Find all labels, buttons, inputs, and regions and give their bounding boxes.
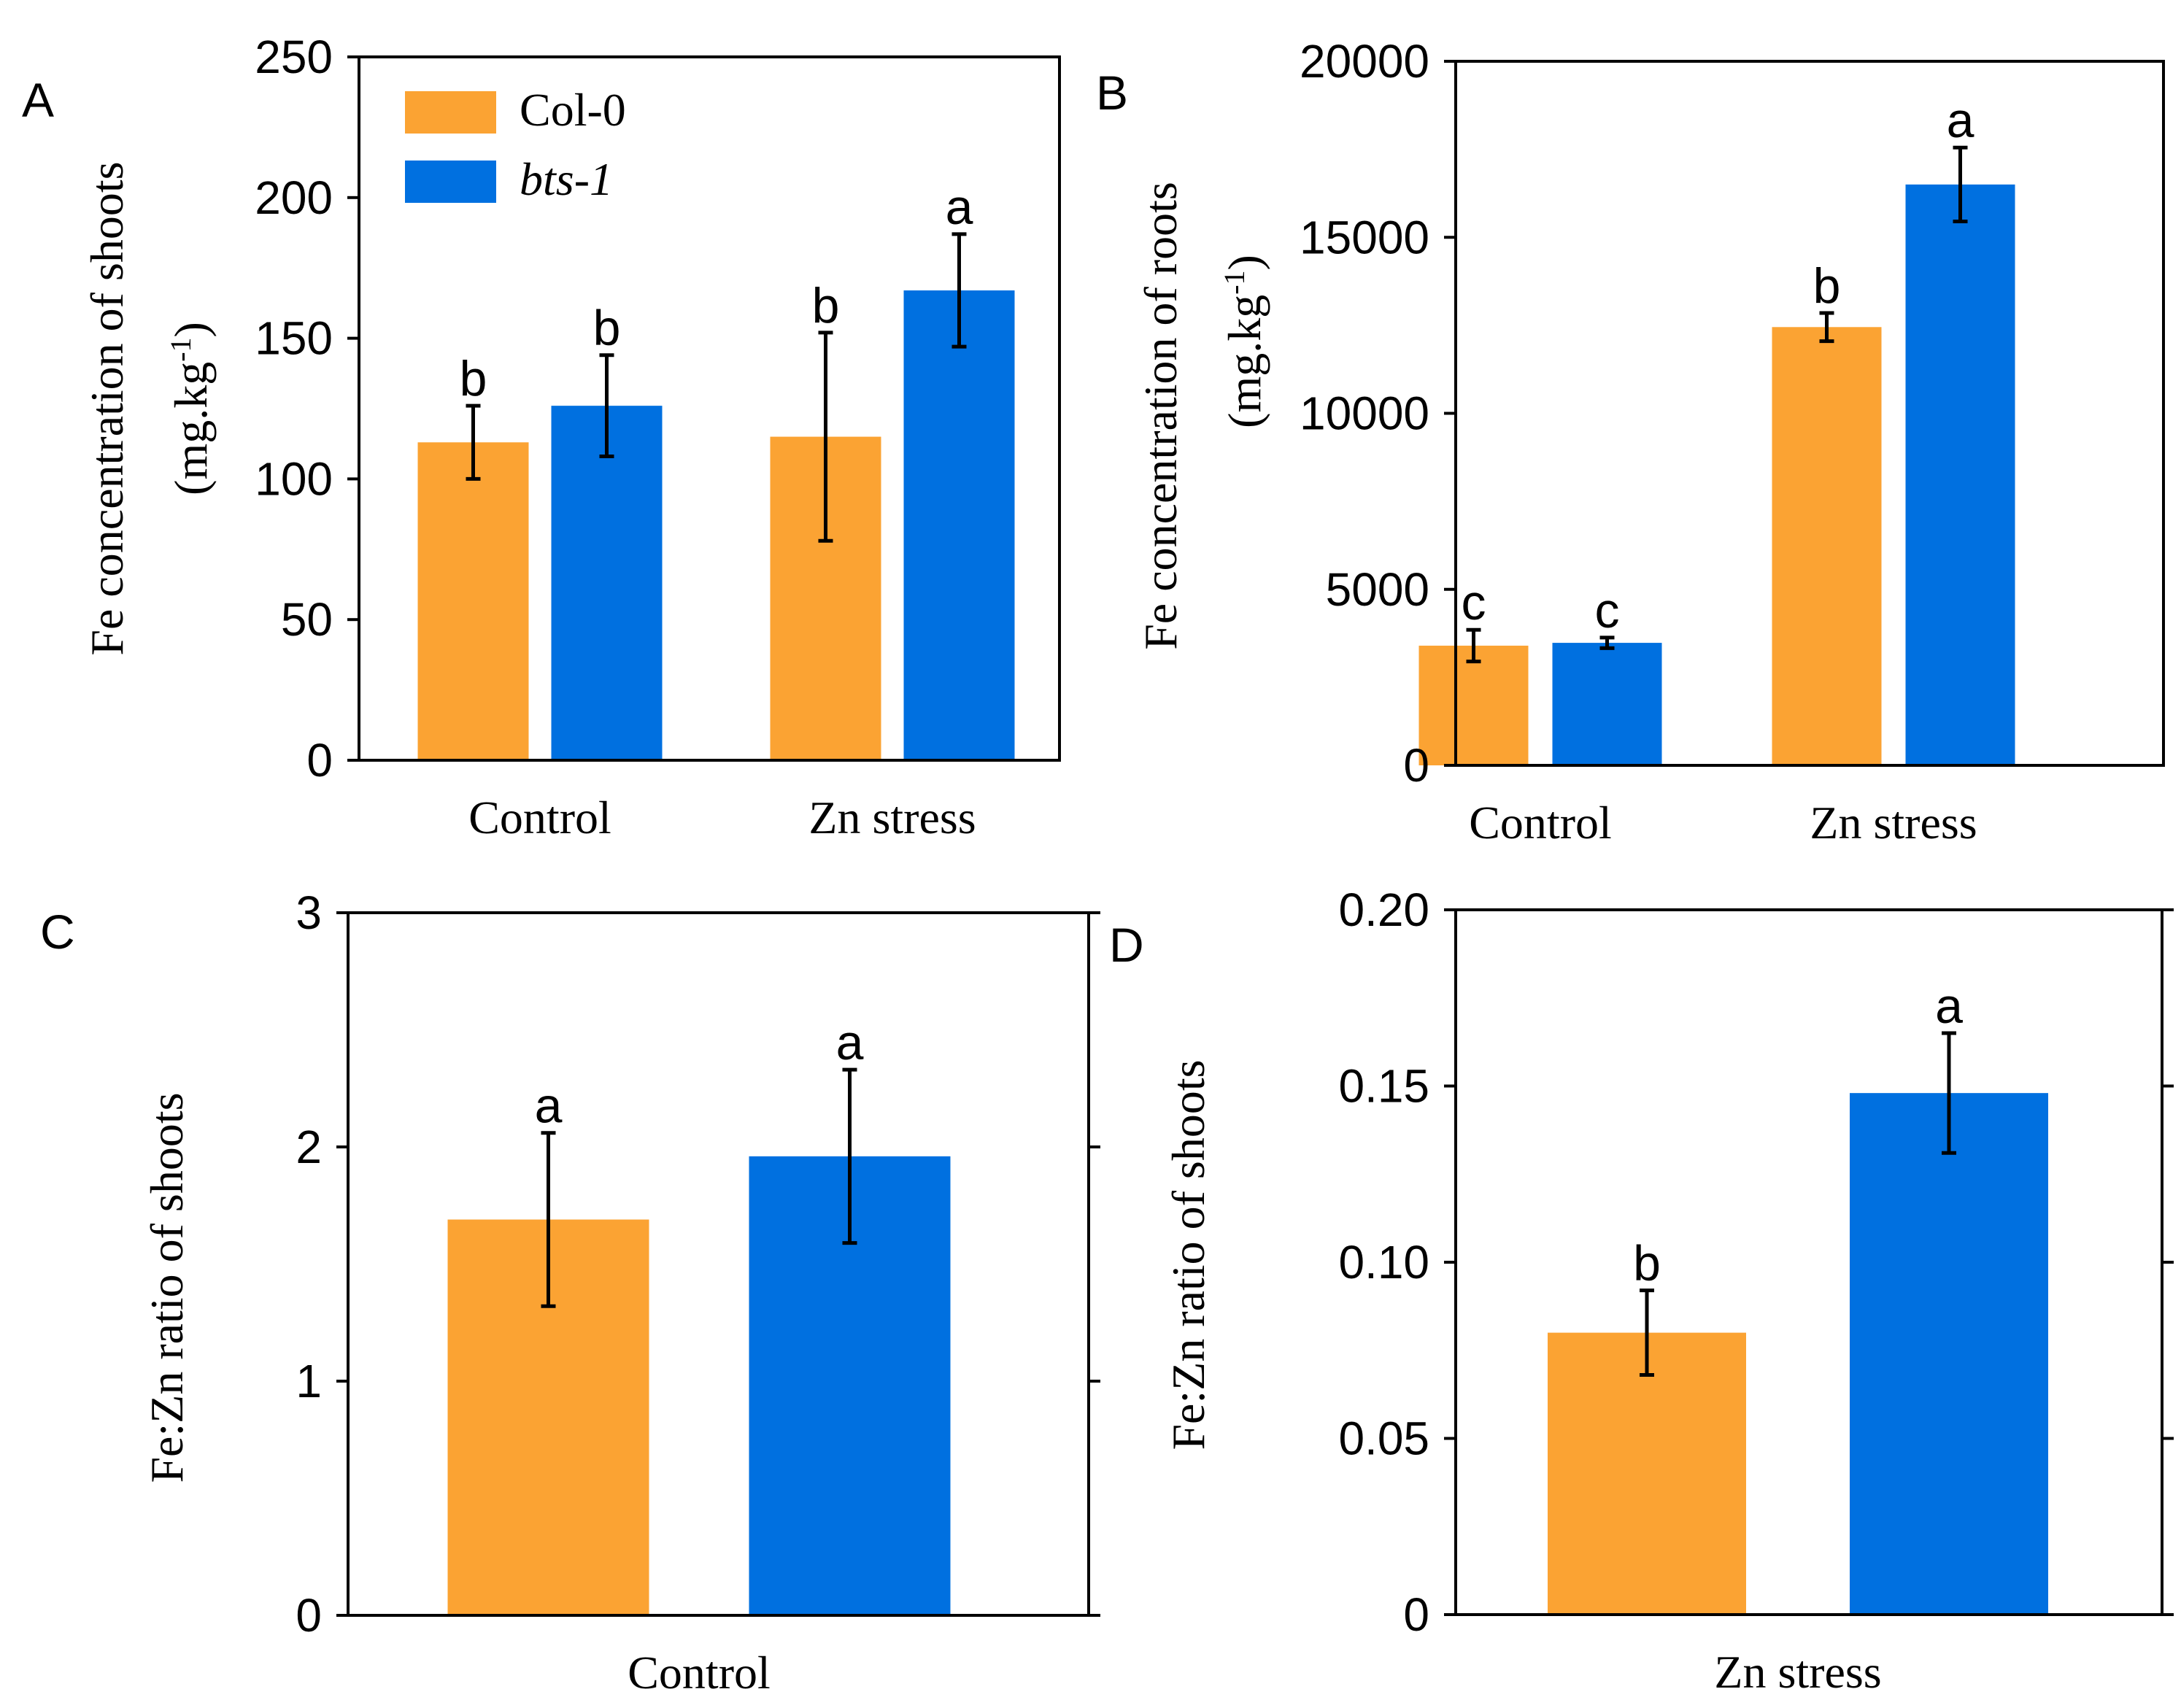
panel-c-y-tick-label: 0 [296, 1589, 322, 1642]
panel-b-y-tick-label: 0 [1403, 739, 1429, 792]
panel-a-y-tick-label: 50 [281, 593, 333, 646]
panel-b-y-axis-title: Fe concentration of roots [1135, 182, 1186, 650]
panel-b-significance-letter: a [1947, 93, 1975, 148]
panel-b-plot: c b c a 0 5000 10000 15000 20000 Control Zn stress [1300, 35, 2165, 849]
panel-c-x-category-label: Control [628, 1647, 771, 1699]
panel-b-x-category-label: Zn stress [1810, 797, 1977, 849]
panel-b-letter: B [1096, 66, 1128, 120]
panel-b-x-category-label: Control [1469, 797, 1612, 849]
panel-d-bar-col0-0 [1548, 1332, 1746, 1615]
panel-a-y-tick-label: 150 [255, 312, 333, 365]
panel-d-y-tick-label: 0.10 [1338, 1236, 1429, 1288]
panel-b-y-axis-unit-text: (mg.kg-1) [1218, 255, 1271, 428]
panel-b-significance-letter: c [1462, 575, 1486, 630]
panel-b-significance-letter: b [1813, 258, 1841, 314]
panel-b-bar-col0-1 [1772, 327, 1882, 766]
panel-a-plot: b b b a 0 50 100 150 200 250 Control Zn stress [255, 31, 1061, 843]
panel-c-y-tick-label: 1 [296, 1355, 322, 1407]
panel-c-letter: C [40, 905, 75, 959]
panel-c: C Fe:Zn ratio of shoots [40, 905, 193, 1483]
panel-a-bar-bts1-1 [903, 290, 1015, 761]
panel-a-significance-letter: a [946, 179, 973, 235]
panel-c-significance-letter: a [836, 1015, 864, 1070]
panel-d: D Fe:Zn ratio of shoots [1109, 918, 1214, 1450]
panel-a-x-category-label: Zn stress [808, 792, 976, 843]
panel-c-y-tick-label: 3 [296, 886, 322, 939]
panel-a-y-axis-unit: (mg.kg-1) [164, 322, 217, 495]
panel-a-y-tick-label: 0 [306, 734, 333, 787]
panel-a-error-bar-1-1 [951, 232, 967, 349]
panel-c-y-axis-label: Fe:Zn ratio of shoots [141, 1092, 193, 1483]
panel-b-bar-bts1-0 [1552, 643, 1662, 765]
panel-b-y-tick-label: 15000 [1300, 211, 1429, 263]
panel-a-y-tick-label: 200 [255, 171, 333, 224]
panel-d-significance-letter: a [1935, 978, 1963, 1034]
panel-d-plot: b a 0 0.05 0.10 0.15 0.20 Zn stress [1338, 884, 2174, 1698]
panel-b-y-tick-label: 10000 [1300, 387, 1429, 440]
panel-a-letter: A [22, 73, 54, 127]
panel-a-y-axis-unit-text: (mg.kg-1) [164, 322, 217, 495]
panel-d-error-bar-1-0 [1942, 1031, 1956, 1155]
panel-b-error-bar-1-1 [1953, 145, 1968, 224]
panel-c-plot: a a 0 1 2 3 Control [296, 886, 1100, 1699]
panel-d-y-tick-label: 0.15 [1338, 1060, 1429, 1113]
panel-a-y-tick-label: 100 [255, 452, 333, 505]
panel-b-error-bar-0-0 [1466, 627, 1481, 664]
panel-c-error-bar-1-0 [842, 1067, 857, 1245]
panel-a-y-axis-label: Fe concentration of shoots [81, 161, 133, 655]
panel-a-error-bar-1-0 [599, 353, 614, 459]
panel-a: A Fe concentration of shoots (mg.kg-1) C… [22, 73, 626, 656]
panel-c-plot-frame [347, 911, 1090, 1617]
panel-b-y-axis-unit: (mg.kg-1) [1218, 255, 1271, 428]
panel-d-bar-bts1-0 [1850, 1093, 2048, 1615]
panel-a-bar-bts1-0 [551, 406, 663, 760]
panel-d-significance-letter: b [1633, 1236, 1661, 1291]
panel-d-error-bar-0-0 [1640, 1288, 1654, 1377]
panel-a-significance-letter: b [593, 301, 621, 356]
panel-d-letter: D [1109, 918, 1144, 972]
panel-a-y-tick-label: 250 [255, 31, 333, 83]
panel-b-error-bar-1-0 [1599, 635, 1615, 650]
panel-b-significance-letter: c [1595, 583, 1620, 638]
panel-a-bar-col0-0 [417, 442, 529, 760]
panel-b-bar-col0-0 [1418, 645, 1529, 765]
panel-a-error-bar-0-1 [818, 331, 833, 543]
panel-d-y-tick-label: 0 [1403, 1588, 1429, 1641]
panel-a-significance-letter: b [812, 278, 840, 333]
panel-a-significance-letter: b [460, 351, 487, 406]
panel-c-y-tick-label: 2 [296, 1121, 322, 1173]
legend-swatch-col0 [405, 91, 496, 134]
panel-a-y-axis-title: Fe concentration of shoots [81, 161, 133, 655]
panel-c-error-bar-0-0 [541, 1131, 556, 1308]
legend-label-col0: Col-0 [520, 84, 626, 136]
panel-c-significance-letter: a [535, 1078, 563, 1134]
panel-b-bar-bts1-1 [1905, 184, 2015, 765]
panel-c-y-axis-title: Fe:Zn ratio of shoots [141, 1092, 193, 1483]
panel-d-y-tick-label: 0.20 [1338, 884, 1429, 936]
panel-b-y-tick-label: 5000 [1326, 563, 1429, 616]
panel-b: B Fe concentration of roots (mg.kg-1) [1096, 66, 1270, 650]
legend-swatch-bts1 [405, 161, 496, 203]
panel-d-x-category-label: Zn stress [1714, 1646, 1881, 1698]
panel-b-y-tick-label: 20000 [1300, 35, 1429, 88]
legend-label-bts1: bts-1 [520, 153, 613, 205]
panel-b-error-bar-0-1 [1819, 311, 1834, 344]
panel-d-y-tick-label: 0.05 [1338, 1413, 1429, 1465]
panel-a-error-bar-0-0 [466, 403, 481, 481]
panel-d-y-axis-label: Fe:Zn ratio of shoots [1162, 1059, 1214, 1450]
panel-a-plot-frame [358, 55, 1061, 762]
panel-d-y-axis-title: Fe:Zn ratio of shoots [1162, 1059, 1214, 1450]
panel-a-x-category-label: Control [468, 792, 611, 843]
legend: Col-0 bts-1 [405, 84, 626, 205]
panel-b-y-axis-label: Fe concentration of roots [1135, 182, 1186, 650]
